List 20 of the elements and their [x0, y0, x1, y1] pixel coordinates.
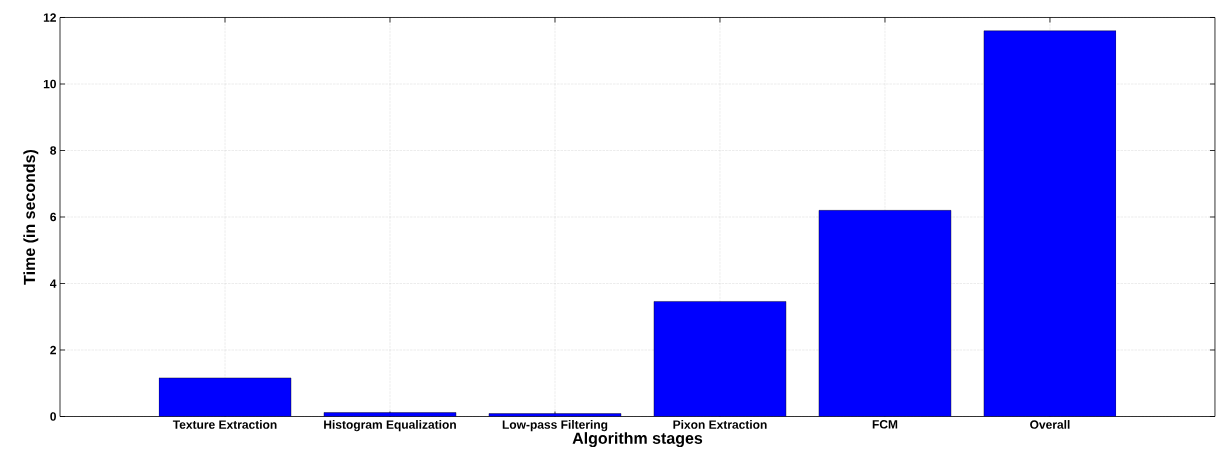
bar: [158, 377, 292, 417]
y-tick-label: 10: [43, 79, 56, 89]
bar: [653, 301, 787, 417]
x-tick-label: Pixon Extraction: [673, 420, 767, 429]
bar: [323, 412, 457, 417]
x-axis-title: Algorithm stages: [572, 432, 703, 448]
y-tick-label: 0: [50, 412, 56, 421]
y-tick-label: 12: [43, 13, 56, 22]
y-axis-title: Time (in seconds): [23, 149, 39, 285]
y-tick-label: 8: [50, 146, 57, 155]
x-tick-label: Overall: [1030, 420, 1070, 429]
x-tick-label: FCM: [872, 420, 898, 429]
x-tick-label: Low-pass Filtering: [502, 420, 608, 432]
bar: [983, 30, 1117, 417]
y-tick-label: 6: [50, 212, 57, 222]
x-tick-label: Texture Extraction: [172, 420, 277, 429]
bar: [818, 210, 952, 417]
y-tick-label: 4: [49, 279, 57, 288]
x-tick-label: Histogram Equalization: [324, 420, 456, 432]
y-tick-label: 2: [50, 345, 56, 355]
